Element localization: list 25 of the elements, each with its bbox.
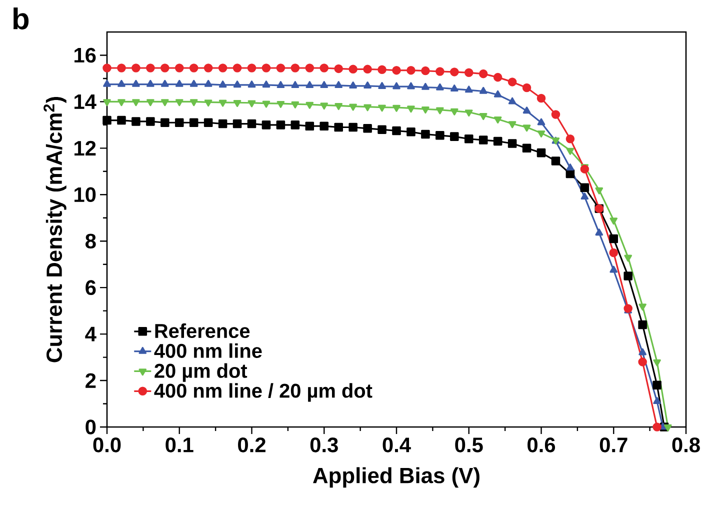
y-tick-label: 8: [86, 234, 96, 249]
x-tick-label: 0.1: [166, 438, 194, 452]
legend-label: 400 nm line / 20 µm dot: [154, 383, 372, 402]
y-tick-label: 12: [74, 140, 96, 156]
x-tick-label: 0.0: [93, 438, 121, 452]
y-tick-label: 0: [86, 420, 96, 434]
x-tick-label: 0.4: [382, 438, 411, 452]
legend-label: Reference: [155, 323, 250, 338]
y-tick-label: 14: [74, 94, 96, 109]
x-tick-label: 0.3: [310, 438, 338, 452]
x-tick-label: 0.2: [238, 438, 266, 452]
legend-label: 400 nm line: [154, 343, 262, 358]
x-tick-label: 0.8: [672, 438, 700, 452]
y-tick-label: 6: [86, 280, 96, 295]
legend-label: 20 µm dot: [154, 363, 248, 382]
y-axis-title: Current Density (mA/cm$^{2}$): [44, 96, 66, 362]
x-tick-label: 0.5: [455, 438, 483, 452]
text: b: [13, 8, 29, 30]
y-tick-label: 10: [74, 187, 96, 202]
x-axis-title: Applied Bias (V): [313, 467, 480, 488]
x-tick-label: 0.7: [600, 438, 628, 452]
x-tick-label: 0.6: [528, 438, 556, 452]
y-tick-label: 2: [86, 373, 96, 388]
y-tick-label: 16: [74, 48, 96, 63]
y-tick-label: 4: [85, 326, 96, 342]
